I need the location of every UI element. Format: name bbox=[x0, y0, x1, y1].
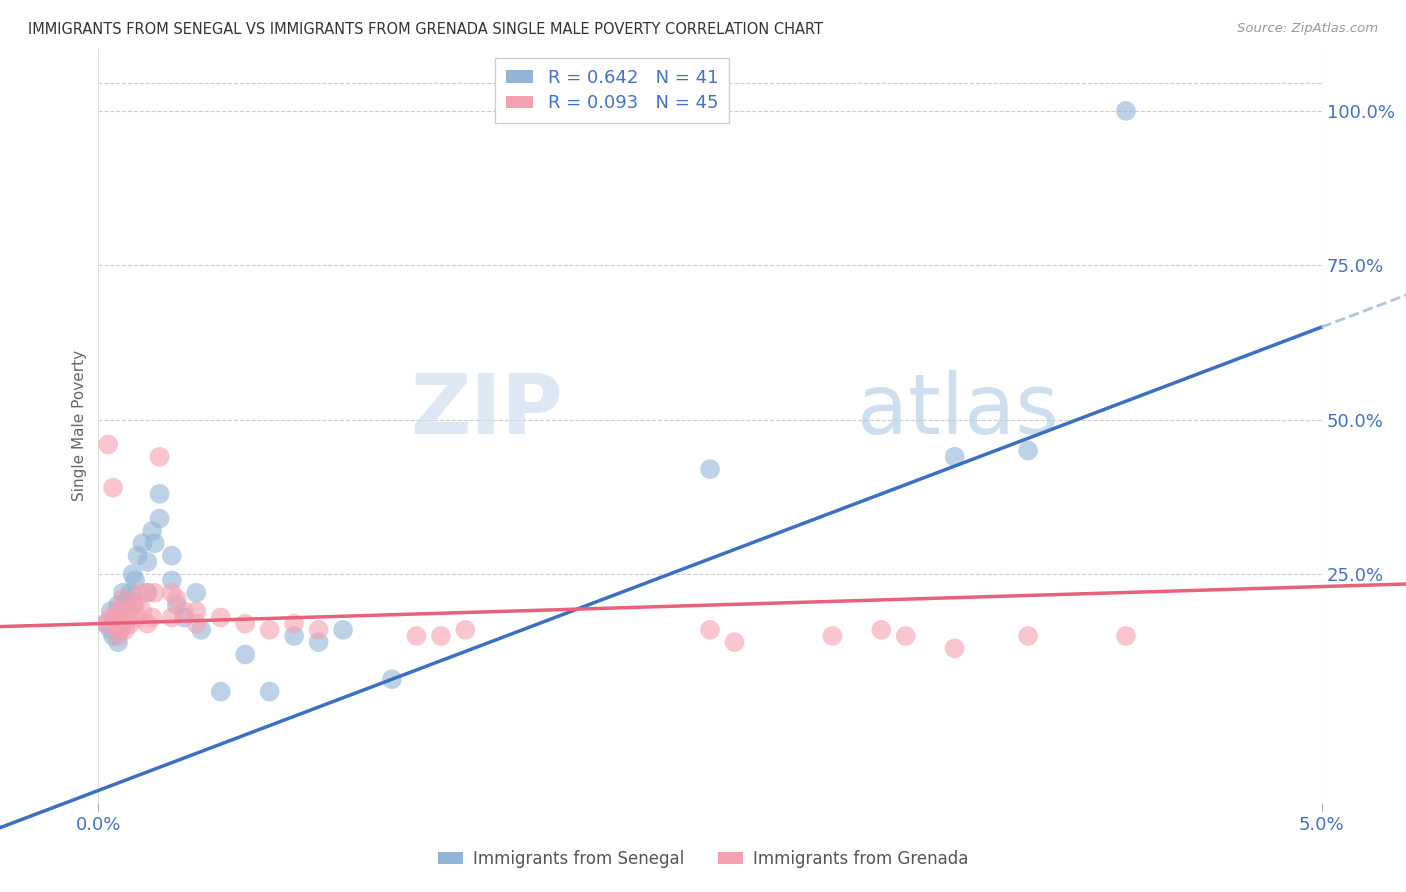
Point bbox=[233, 648, 256, 662]
Point bbox=[114, 598, 136, 612]
Point bbox=[124, 574, 146, 588]
Point bbox=[104, 616, 127, 631]
Point bbox=[149, 511, 172, 525]
Point bbox=[209, 610, 232, 624]
Text: atlas: atlas bbox=[856, 370, 1059, 451]
Point bbox=[101, 629, 124, 643]
Point bbox=[117, 591, 139, 606]
Point bbox=[107, 604, 129, 618]
Point bbox=[114, 623, 136, 637]
Point bbox=[120, 586, 142, 600]
Point bbox=[117, 610, 139, 624]
Point bbox=[233, 616, 256, 631]
Point bbox=[110, 623, 132, 637]
Point bbox=[186, 616, 208, 631]
Point bbox=[699, 623, 721, 637]
Point bbox=[186, 586, 208, 600]
Point bbox=[454, 623, 477, 637]
Point bbox=[111, 616, 134, 631]
Point bbox=[94, 616, 117, 631]
Point bbox=[283, 629, 305, 643]
Point bbox=[131, 604, 153, 618]
Point bbox=[149, 487, 172, 501]
Point bbox=[160, 610, 183, 624]
Point bbox=[405, 629, 427, 643]
Point bbox=[111, 591, 134, 606]
Point bbox=[283, 616, 305, 631]
Point bbox=[107, 629, 129, 643]
Point bbox=[97, 437, 120, 451]
Point bbox=[121, 598, 143, 612]
Point bbox=[943, 450, 966, 464]
Point bbox=[1115, 629, 1137, 643]
Legend: R = 0.642   N = 41, R = 0.093   N = 45: R = 0.642 N = 41, R = 0.093 N = 45 bbox=[495, 58, 730, 123]
Point bbox=[149, 450, 172, 464]
Point bbox=[308, 635, 330, 649]
Point bbox=[381, 672, 404, 686]
Text: ZIP: ZIP bbox=[411, 370, 564, 451]
Text: IMMIGRANTS FROM SENEGAL VS IMMIGRANTS FROM GRENADA SINGLE MALE POVERTY CORRELATI: IMMIGRANTS FROM SENEGAL VS IMMIGRANTS FR… bbox=[28, 22, 823, 37]
Point bbox=[308, 623, 330, 637]
Point bbox=[1017, 443, 1039, 458]
Point bbox=[100, 623, 122, 637]
Point bbox=[136, 586, 159, 600]
Point bbox=[259, 623, 281, 637]
Point bbox=[699, 462, 721, 476]
Point bbox=[100, 604, 122, 618]
Y-axis label: Single Male Poverty: Single Male Poverty bbox=[72, 351, 87, 501]
Point bbox=[136, 555, 159, 569]
Point bbox=[131, 536, 153, 550]
Point bbox=[723, 635, 745, 649]
Point bbox=[107, 635, 129, 649]
Point bbox=[107, 598, 129, 612]
Point bbox=[1115, 103, 1137, 118]
Point bbox=[190, 623, 212, 637]
Point bbox=[111, 586, 134, 600]
Point bbox=[110, 623, 132, 637]
Point bbox=[209, 684, 232, 698]
Point bbox=[173, 604, 195, 618]
Point bbox=[870, 623, 893, 637]
Point bbox=[160, 574, 183, 588]
Point bbox=[111, 604, 134, 618]
Point bbox=[943, 641, 966, 656]
Legend: Immigrants from Senegal, Immigrants from Grenada: Immigrants from Senegal, Immigrants from… bbox=[432, 844, 974, 875]
Point bbox=[332, 623, 354, 637]
Point bbox=[166, 598, 188, 612]
Point bbox=[259, 684, 281, 698]
Point bbox=[101, 481, 124, 495]
Point bbox=[129, 586, 152, 600]
Point bbox=[186, 604, 208, 618]
Point bbox=[104, 610, 127, 624]
Point bbox=[160, 549, 183, 563]
Point bbox=[124, 598, 146, 612]
Text: Source: ZipAtlas.com: Source: ZipAtlas.com bbox=[1237, 22, 1378, 36]
Point bbox=[166, 591, 188, 606]
Point bbox=[430, 629, 453, 643]
Point bbox=[121, 567, 143, 582]
Point bbox=[100, 610, 122, 624]
Point bbox=[136, 586, 159, 600]
Point bbox=[173, 610, 195, 624]
Point bbox=[821, 629, 844, 643]
Point bbox=[894, 629, 917, 643]
Point bbox=[136, 616, 159, 631]
Point bbox=[1017, 629, 1039, 643]
Point bbox=[121, 598, 143, 612]
Point bbox=[94, 616, 117, 631]
Point bbox=[141, 524, 163, 538]
Point bbox=[127, 610, 149, 624]
Point bbox=[143, 586, 166, 600]
Point bbox=[143, 536, 166, 550]
Point bbox=[120, 616, 142, 631]
Point bbox=[127, 549, 149, 563]
Point bbox=[141, 610, 163, 624]
Point bbox=[160, 586, 183, 600]
